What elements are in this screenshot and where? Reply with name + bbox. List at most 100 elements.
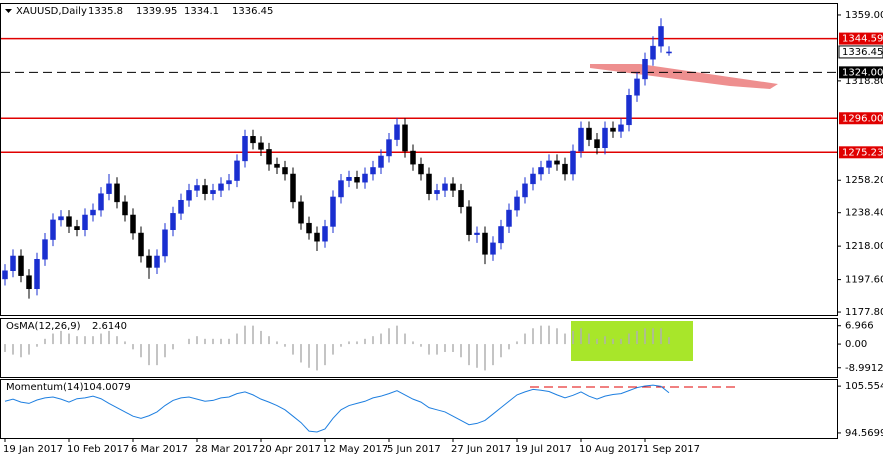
x-tick-label: 20 Apr 2017 [259,444,321,455]
candle-body [338,180,344,198]
candle-body [314,232,320,242]
candle-body [194,185,200,191]
y-tick-label: 1258.20 [845,175,883,186]
candle-body [586,127,592,140]
candle-body [474,232,480,235]
candle-body [594,139,600,149]
layer: 1359.00 1318.80 1258.20 1238.40 1218.00 1197.… [1,10,883,455]
price-panel [0,3,838,316]
osma-current: 2.6140 [92,321,127,332]
candle-body [466,206,472,235]
trend-channel-drawing [590,64,778,89]
candle-body [330,196,336,227]
candle-body [642,58,648,80]
y-tick-label: 94.5699 [845,428,883,439]
candle-body [130,214,136,234]
candle-body [530,173,536,185]
momentum-line [4,384,670,433]
candle-body [250,136,256,144]
current-price-label: 1336.45 [842,47,883,58]
candle-body [546,160,552,168]
menu-arrow [5,9,12,13]
candle-body [370,167,376,175]
candle-body [74,226,80,230]
candle-body [90,209,96,216]
level-label-box [839,112,883,125]
osma-title: OsMA(12,26,9) [6,321,81,332]
candle-body [626,95,632,126]
candle-body [114,183,120,203]
x-tick-label: 5 Jun 2017 [387,444,441,455]
y-tick-label: 1218.00 [845,241,883,252]
y-tick-label: 6.966 [845,321,874,332]
candle-body [610,127,616,132]
level-label: 1275.23 [842,147,883,158]
candle-body [490,242,496,255]
candle-body [434,190,440,194]
level-label-box [839,146,883,159]
candle-body [306,222,312,234]
candle-body [442,183,448,191]
candle-body [426,173,432,194]
momentum-panel [0,379,838,439]
y-tick-label: 1197.60 [845,275,883,286]
candle-body [10,255,16,271]
x-tick-label: 10 Aug 2017 [579,444,643,455]
candle-body [66,216,72,227]
candle-body [218,183,224,191]
candle-body [378,155,384,168]
candle-body [482,232,488,255]
x-tick-label: 19 Jul 2017 [515,444,572,455]
candle-body [354,177,360,183]
candle-body [346,177,352,181]
y-tick-label: 1359.00 [845,10,883,21]
y-tick-label: 1318.80 [845,76,883,87]
candle-body [618,124,624,132]
level-label: 1344.59 [842,34,883,45]
low-value: 1334.1 [184,6,219,17]
momentum-title: Momentum(14) [6,382,84,393]
candle-body [186,190,192,201]
level-label: 1296.00 [842,113,883,124]
x-tick-label: 10 Feb 2017 [67,444,129,455]
candle-body [170,213,176,230]
candle-body [554,160,560,165]
candle-body [2,270,8,280]
candle-body [362,173,368,183]
highlight-box [571,321,693,361]
candle-body [458,190,464,208]
candle-body [266,149,272,165]
candle-body [26,275,32,290]
y-tick-label: 1177.80 [845,307,883,318]
candle-body [274,163,280,168]
momentum-current: 104.0079 [83,382,131,393]
close-value: 1336.45 [232,6,273,17]
candle-body [514,196,520,211]
candle-body [162,229,168,257]
candle-body [226,180,232,185]
osma-panel [0,318,838,378]
candle-body [138,232,144,257]
candle-body [450,183,456,191]
y-tick-label: 1238.40 [845,208,883,219]
candle-body [178,199,184,214]
candle-body [234,160,240,181]
candle-body [50,219,56,240]
level-label-box [839,32,883,45]
x-tick-label: 1 Sep 2017 [643,444,700,455]
level-label-box [839,66,883,79]
candle-body [322,226,328,242]
candle-body [562,163,568,175]
candle-body [98,193,104,211]
x-tick-label: 28 Mar 2017 [195,444,258,455]
x-tick-label: 27 Jun 2017 [451,444,511,455]
candle-body [298,201,304,224]
open-value: 1335.8 [88,6,123,17]
candle-body [666,51,672,54]
candle-body [290,173,296,203]
high-value: 1339.95 [136,6,177,17]
candle-body [42,239,48,260]
candle-body [634,78,640,96]
candle-body [410,150,416,165]
